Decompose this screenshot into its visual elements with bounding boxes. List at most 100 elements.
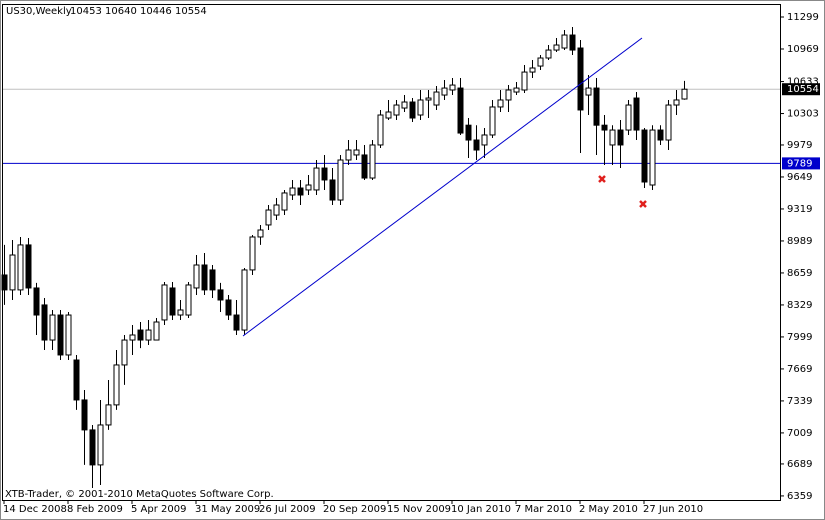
candle-body — [641, 129, 648, 183]
candle-body — [33, 287, 40, 316]
x-tick-label: 5 Apr 2009 — [131, 504, 186, 515]
y-tick-label: 6359 — [787, 491, 812, 502]
candle-body — [345, 149, 352, 161]
candle-body — [209, 269, 216, 291]
candle-body — [449, 84, 456, 91]
candle-body — [585, 87, 592, 96]
candle-body — [217, 289, 224, 301]
candle-body — [457, 87, 464, 134]
candle-body — [393, 104, 400, 116]
candle-body — [657, 129, 664, 141]
candle-body — [649, 129, 656, 186]
candle-body — [609, 129, 616, 146]
candle-body — [329, 179, 336, 201]
candle-body — [249, 236, 256, 271]
candle-body — [601, 124, 608, 131]
y-tick-label: 8659 — [787, 268, 812, 279]
candle-body — [273, 204, 280, 216]
candle-body — [553, 44, 560, 51]
y-tick-label: 9649 — [787, 172, 812, 183]
candle-body — [337, 159, 344, 201]
candle-body — [25, 244, 32, 289]
x-tick-label: 2 May 2010 — [579, 504, 638, 515]
candle-body — [369, 144, 376, 179]
candle-body — [305, 184, 312, 191]
marker-x — [598, 175, 606, 183]
candle-body — [313, 167, 320, 191]
candle-body — [97, 424, 104, 466]
hline-price-box — [782, 157, 820, 170]
candle-body — [633, 97, 640, 131]
x-tick-label: 10 Jan 2010 — [451, 504, 511, 515]
candle-body — [361, 154, 368, 179]
y-tick-label: 10303 — [787, 109, 819, 120]
y-tick-label: 9319 — [787, 204, 812, 215]
candle-body — [569, 34, 576, 51]
ohlc-text: 10453 10640 10446 10554 — [70, 6, 207, 17]
candle-body — [257, 229, 264, 238]
x-tick-label: 8 Feb 2009 — [67, 504, 123, 515]
candle-body — [1, 274, 8, 291]
y-tick-label: 8329 — [787, 300, 812, 311]
candle-body — [681, 88, 688, 100]
y-tick-label: 6689 — [787, 459, 812, 470]
x-tick-label: 14 Dec 2008 — [3, 504, 67, 515]
candle-body — [385, 111, 392, 119]
candle-body — [409, 101, 416, 119]
candle-body — [297, 187, 304, 196]
candle-body — [81, 399, 88, 431]
candle-body — [225, 299, 232, 316]
candle-body — [401, 101, 408, 109]
x-tick-label: 31 May 2009 — [195, 504, 260, 515]
candle-body — [89, 429, 96, 466]
y-tick-label: 7999 — [787, 332, 812, 343]
marker-x — [639, 200, 647, 208]
candle-body — [153, 321, 160, 341]
candle-body — [425, 97, 432, 101]
candle-body — [665, 104, 672, 141]
y-tick-label: 7669 — [787, 364, 812, 375]
hline-price-label: 9789 — [787, 158, 812, 169]
candle-body — [113, 364, 120, 406]
x-tick-label: 27 Jun 2010 — [643, 504, 703, 515]
candle-body — [121, 339, 128, 366]
candle-body — [377, 114, 384, 146]
candle-body — [473, 139, 480, 151]
candle-body — [505, 89, 512, 101]
candle-body — [593, 87, 600, 126]
candle-body — [177, 309, 184, 316]
candle-body — [465, 124, 472, 141]
x-tick-label: 7 Mar 2010 — [515, 504, 572, 515]
candle-body — [129, 334, 136, 341]
candle-body — [169, 287, 176, 316]
candle-body — [513, 87, 520, 93]
trend-line — [242, 37, 643, 337]
candle-body — [441, 87, 448, 96]
candle-body — [321, 167, 328, 181]
candle-body — [193, 264, 200, 289]
candle-body — [105, 404, 112, 426]
candle-body — [9, 254, 16, 291]
candle-body — [537, 57, 544, 67]
y-tick-label: 7009 — [787, 428, 812, 439]
x-tick-label: 26 Jul 2009 — [259, 504, 316, 515]
current-price-label: 10554 — [787, 84, 819, 95]
y-tick-label: 7339 — [787, 396, 812, 407]
candle-body — [489, 106, 496, 136]
candle-body — [137, 329, 144, 341]
candle-body — [417, 99, 424, 116]
y-tick-label: 8989 — [787, 236, 812, 247]
candle-body — [353, 149, 360, 156]
candle-body — [185, 284, 192, 316]
candle-body — [49, 314, 56, 341]
candle-body — [73, 359, 80, 401]
candle-body — [65, 314, 72, 356]
y-tick-label: 10633 — [787, 77, 819, 88]
candle-body — [233, 314, 240, 331]
plot-area — [1, 26, 780, 488]
candle-body — [561, 34, 568, 49]
candle-body — [201, 264, 208, 291]
candle-body — [161, 284, 168, 321]
candle-body — [545, 49, 552, 59]
